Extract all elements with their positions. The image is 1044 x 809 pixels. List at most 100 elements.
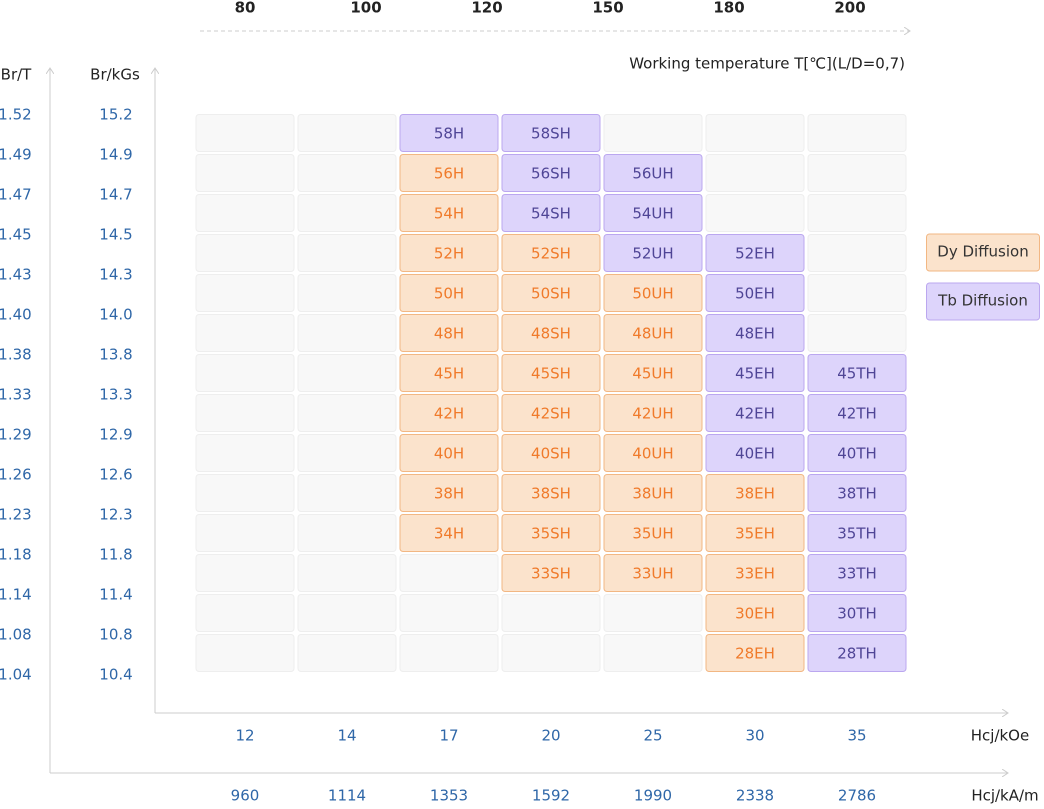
grade-label: 40SH xyxy=(531,445,571,463)
br-t-value: 1.38 xyxy=(0,346,32,364)
empty-cell xyxy=(807,154,907,192)
empty-cell xyxy=(195,154,295,192)
legend-label: Dy Diffusion xyxy=(937,243,1028,261)
grade-cell xyxy=(807,634,907,672)
grade-label: 52SH xyxy=(531,245,571,263)
grade-label: 42TH xyxy=(837,405,877,423)
grade-label: 45EH xyxy=(735,365,775,383)
grade-label: 52EH xyxy=(735,245,775,263)
temperature-title: Working temperature T[℃](L/D=0,7) xyxy=(629,55,905,73)
grade-cell xyxy=(705,634,805,672)
br-t-value: 1.40 xyxy=(0,306,32,324)
grade-cell xyxy=(501,514,601,552)
empty-cell xyxy=(297,514,397,552)
empty-cell xyxy=(195,234,295,272)
empty-cell xyxy=(195,474,295,512)
grade-cell xyxy=(603,274,703,312)
br-kgs-value: 11.8 xyxy=(99,546,132,564)
br-t-value: 1.26 xyxy=(0,466,32,484)
empty-cell xyxy=(807,234,907,272)
grade-cell xyxy=(603,314,703,352)
empty-cell xyxy=(807,274,907,312)
grade-label: 48SH xyxy=(531,325,571,343)
grade-label: 58SH xyxy=(531,125,571,143)
br-t-value: 1.18 xyxy=(0,546,32,564)
grade-label: 38EH xyxy=(735,485,775,503)
grade-label: 50UH xyxy=(632,285,673,303)
grade-label: 48H xyxy=(434,325,464,343)
grade-label: 45H xyxy=(434,365,464,383)
br-t-value: 1.47 xyxy=(0,186,32,204)
hcj-kam-value: 2786 xyxy=(838,787,876,805)
grade-label: 54UH xyxy=(632,205,673,223)
grade-label: 56SH xyxy=(531,165,571,183)
grade-cell xyxy=(501,434,601,472)
legend-label: Tb Diffusion xyxy=(937,292,1028,310)
empty-cell xyxy=(603,634,703,672)
empty-cell xyxy=(195,594,295,632)
br-kgs-value: 12.9 xyxy=(99,426,132,444)
grade-cell xyxy=(807,514,907,552)
empty-cell xyxy=(603,594,703,632)
grade-label: 33TH xyxy=(837,565,877,583)
grade-cell xyxy=(399,434,499,472)
grade-cell xyxy=(603,354,703,392)
grade-label: 45TH xyxy=(837,365,877,383)
grade-label: 40H xyxy=(434,445,464,463)
hcj-koe-value: 14 xyxy=(337,727,356,745)
temperature-value: 100 xyxy=(350,0,381,17)
grade-cell xyxy=(501,154,601,192)
empty-cell xyxy=(807,114,907,152)
empty-cell xyxy=(195,434,295,472)
empty-cell xyxy=(399,554,499,592)
temperature-value: 200 xyxy=(834,0,865,17)
temperature-value: 180 xyxy=(713,0,744,17)
grade-label: 56H xyxy=(434,165,464,183)
empty-cell xyxy=(501,594,601,632)
br-t-value: 1.33 xyxy=(0,386,32,404)
grade-cell xyxy=(705,594,805,632)
grade-label: 38UH xyxy=(632,485,673,503)
empty-cell xyxy=(195,114,295,152)
br-kgs-value: 12.3 xyxy=(99,506,132,524)
grade-label: 40EH xyxy=(735,445,775,463)
hcj-koe-value: 30 xyxy=(745,727,764,745)
grade-cell xyxy=(399,154,499,192)
empty-cell xyxy=(399,634,499,672)
grade-label: 58H xyxy=(434,125,464,143)
grade-label: 35TH xyxy=(837,525,877,543)
grade-label: 42H xyxy=(434,405,464,423)
grade-label: 50H xyxy=(434,285,464,303)
grade-label: 42SH xyxy=(531,405,571,423)
grade-cell xyxy=(501,194,601,232)
br-kgs-value: 14.0 xyxy=(99,306,132,324)
grade-cell xyxy=(807,434,907,472)
grade-cell xyxy=(399,314,499,352)
br-t-value: 1.45 xyxy=(0,226,32,244)
br-t-value: 1.43 xyxy=(0,266,32,284)
empty-cell xyxy=(297,154,397,192)
temperature-value: 80 xyxy=(235,0,256,17)
hcj-koe-value: 25 xyxy=(643,727,662,745)
hcj-kam-value: 1990 xyxy=(634,787,672,805)
grade-cell xyxy=(705,514,805,552)
empty-cell xyxy=(195,354,295,392)
grade-cell xyxy=(399,394,499,432)
grade-cell xyxy=(399,114,499,152)
br-kgs-value: 10.4 xyxy=(99,666,132,684)
empty-cell xyxy=(195,274,295,312)
grade-label: 50SH xyxy=(531,285,571,303)
hcj-koe-value: 12 xyxy=(235,727,254,745)
br-kgs-value: 14.5 xyxy=(99,226,132,244)
br-kgs-value: 14.9 xyxy=(99,146,132,164)
grade-cell xyxy=(807,554,907,592)
grade-cell xyxy=(501,554,601,592)
grade-cell xyxy=(603,154,703,192)
empty-cell xyxy=(705,154,805,192)
grade-label: 30TH xyxy=(837,605,877,623)
empty-cell xyxy=(705,194,805,232)
empty-cell xyxy=(195,554,295,592)
grade-cell xyxy=(807,594,907,632)
temperature-value: 150 xyxy=(592,0,623,17)
